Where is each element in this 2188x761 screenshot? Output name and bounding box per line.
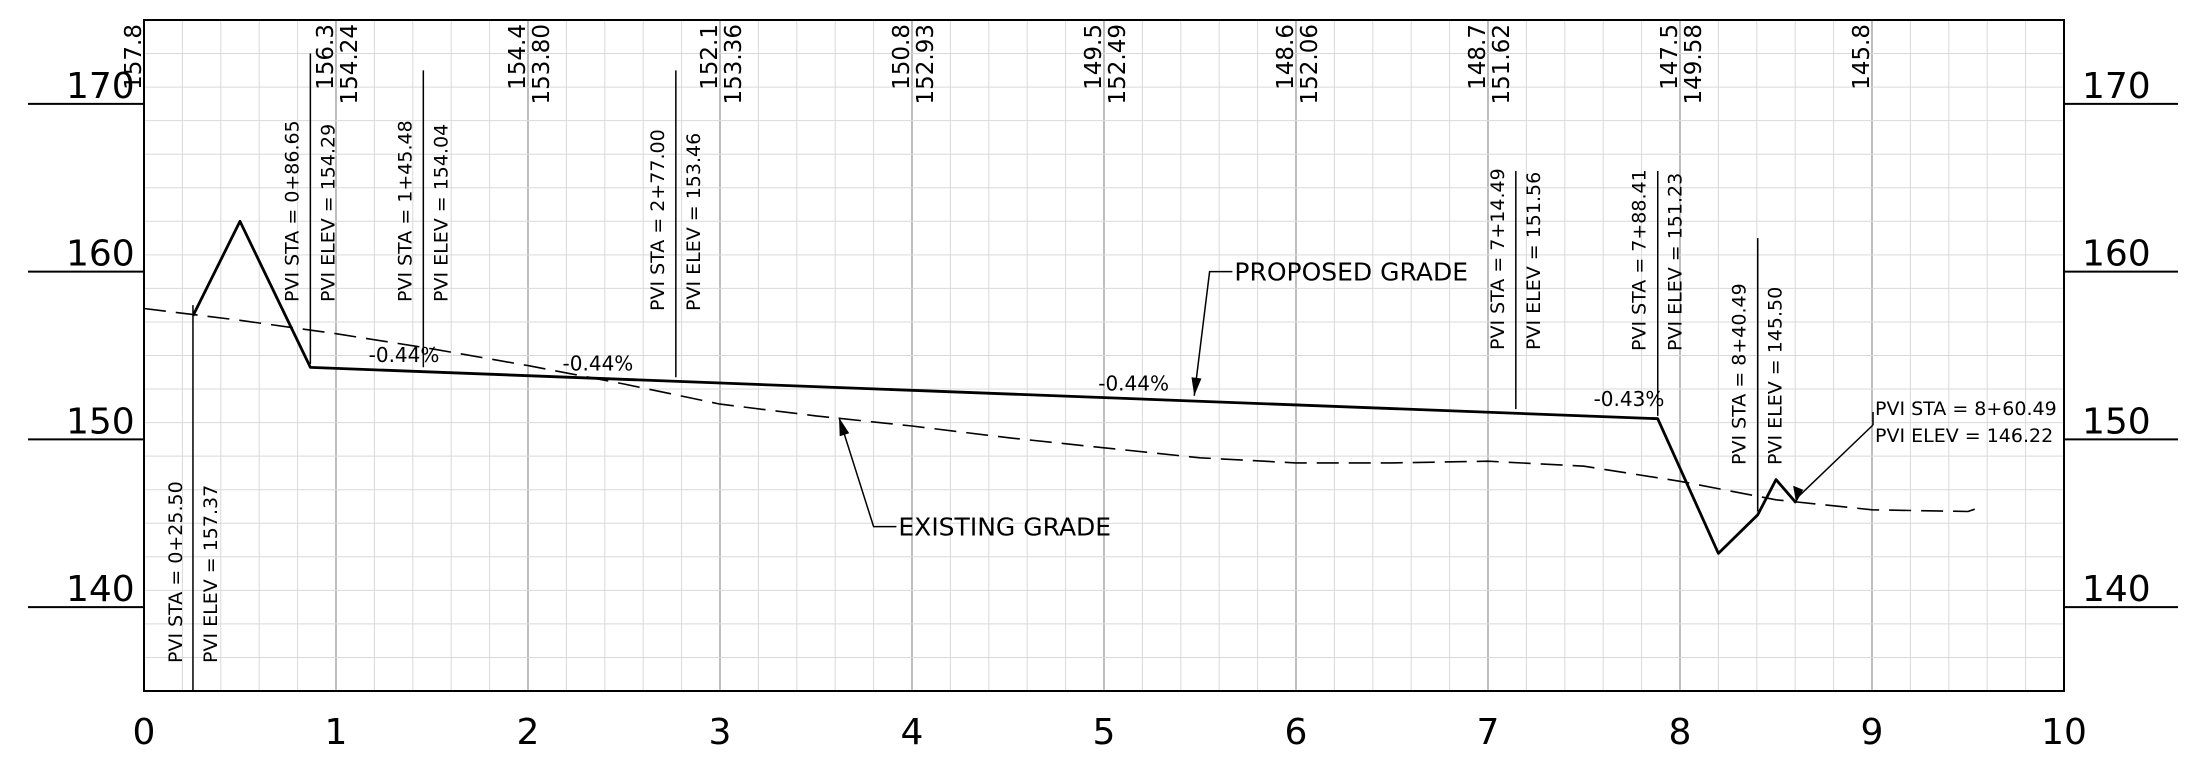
plot-frame [143,19,2065,692]
pvi-leader-line [1797,424,1874,498]
station-tick-label: 6 [1285,712,1308,753]
pvi-elevation-label: PVI ELEV = 154.04 [430,124,452,302]
elevation-label-left: 170 [66,66,135,107]
pvi-station-label: PVI STA = 7+14.49 [1487,168,1509,350]
existing-elevation-label: 157.8 [121,24,147,90]
station-tick-label: 10 [2041,712,2087,753]
pvi-elevation-label: PVI ELEV = 146.22 [1875,425,2053,447]
station-tick-label: 7 [1477,712,1500,753]
proposed-elevation-label: 151.62 [1489,24,1515,104]
elevation-label-left: 160 [66,234,135,275]
grade-percent-label: -0.43% [1594,387,1665,411]
existing-elevation-label: 149.5 [1081,24,1107,90]
callout-label: PROPOSED GRADE [1234,258,1468,287]
callout-leader-line [838,417,897,528]
callout-label: EXISTING GRADE [898,513,1111,542]
callout-leader-line [1193,270,1233,396]
proposed-elevation-label: 154.24 [337,24,363,104]
grade-percent-label: -0.44% [369,343,440,367]
callout-arrowhead [1191,377,1202,396]
proposed-grade-line [191,219,1798,555]
elevation-label-right: 160 [2082,234,2151,275]
pvi-station-label: PVI STA = 0+25.50 [165,481,187,663]
proposed-elevation-label: 153.80 [529,24,555,104]
proposed-elevation-label: 153.36 [721,24,747,104]
grade-callouts: PROPOSED GRADE EXISTING GRADE [838,258,1468,542]
existing-elevation-label: 148.6 [1273,24,1299,90]
station-tick-label: 1 [325,712,348,753]
existing-elevation-label: 148.7 [1465,24,1491,90]
pvi-leader-arrow [1793,485,1804,503]
elevation-axes: 140 140 150 150 160 160 170 170 [28,66,2178,610]
station-tick-label: 8 [1669,712,1692,753]
existing-elevation-label: 154.4 [505,24,531,90]
station-tick-label: 5 [1093,712,1116,753]
pvi-station-label: PVI STA = 8+40.49 [1729,283,1751,465]
pvi-station-label: PVI STA = 1+45.48 [394,120,416,302]
pvi-annotations: PVI STA = 0+25.50 PVI ELEV = 157.37 PVI ST… [165,53,2057,691]
station-tick-label: 9 [1861,712,1884,753]
station-tick-label: 0 [133,712,156,753]
station-tick-label: 2 [517,712,540,753]
pvi-elevation-label: PVI ELEV = 153.46 [683,133,705,311]
station-axis: 0 1 2 3 4 5 6 7 8 9 10 [133,712,2087,753]
elevation-label-right: 170 [2082,66,2151,107]
callout-arrowhead [839,417,850,437]
existing-elevation-label: 145.8 [1849,24,1875,90]
existing-elevation-label: 150.8 [889,24,915,90]
elevation-label-right: 140 [2082,569,2151,610]
grade-lines [143,219,1978,555]
grid [144,20,2064,691]
pvi-elevation-label: PVI ELEV = 151.56 [1523,172,1545,350]
proposed-elevation-label: 152.93 [913,24,939,104]
proposed-elevation-label: 152.06 [1297,24,1323,104]
pvi-station-label: PVI STA = 0+86.65 [281,120,303,302]
existing-elevation-label: 152.1 [697,24,723,90]
elevation-label-right: 150 [2082,401,2151,442]
existing-elevation-label: 156.3 [313,24,339,90]
proposed-elevation-label: 152.49 [1105,24,1131,104]
pvi-station-label: PVI STA = 8+60.49 [1875,398,2057,420]
pvi-elevation-label: PVI ELEV = 145.50 [1765,287,1787,465]
existing-grade-line [143,307,1978,513]
grade-percent-label: -0.44% [563,352,634,376]
grade-percent-labels: -0.44% -0.44% -0.44% -0.43% [369,343,1665,411]
station-tick-label: 4 [901,712,924,753]
pvi-elevation-label: PVI ELEV = 157.37 [200,485,222,663]
station-tick-label: 3 [709,712,732,753]
elevation-label-left: 140 [66,569,135,610]
pvi-elevation-label: PVI ELEV = 151.23 [1665,173,1687,351]
pvi-elevation-label: PVI ELEV = 154.29 [317,124,339,302]
grade-percent-label: -0.44% [1098,372,1169,396]
pvi-station-label: PVI STA = 2+77.00 [647,129,669,311]
pvi-station-label: PVI STA = 7+88.41 [1629,169,1651,351]
elevation-label-left: 150 [66,401,135,442]
existing-elevation-label: 147.5 [1657,24,1683,90]
proposed-elevation-label: 149.58 [1681,24,1707,104]
